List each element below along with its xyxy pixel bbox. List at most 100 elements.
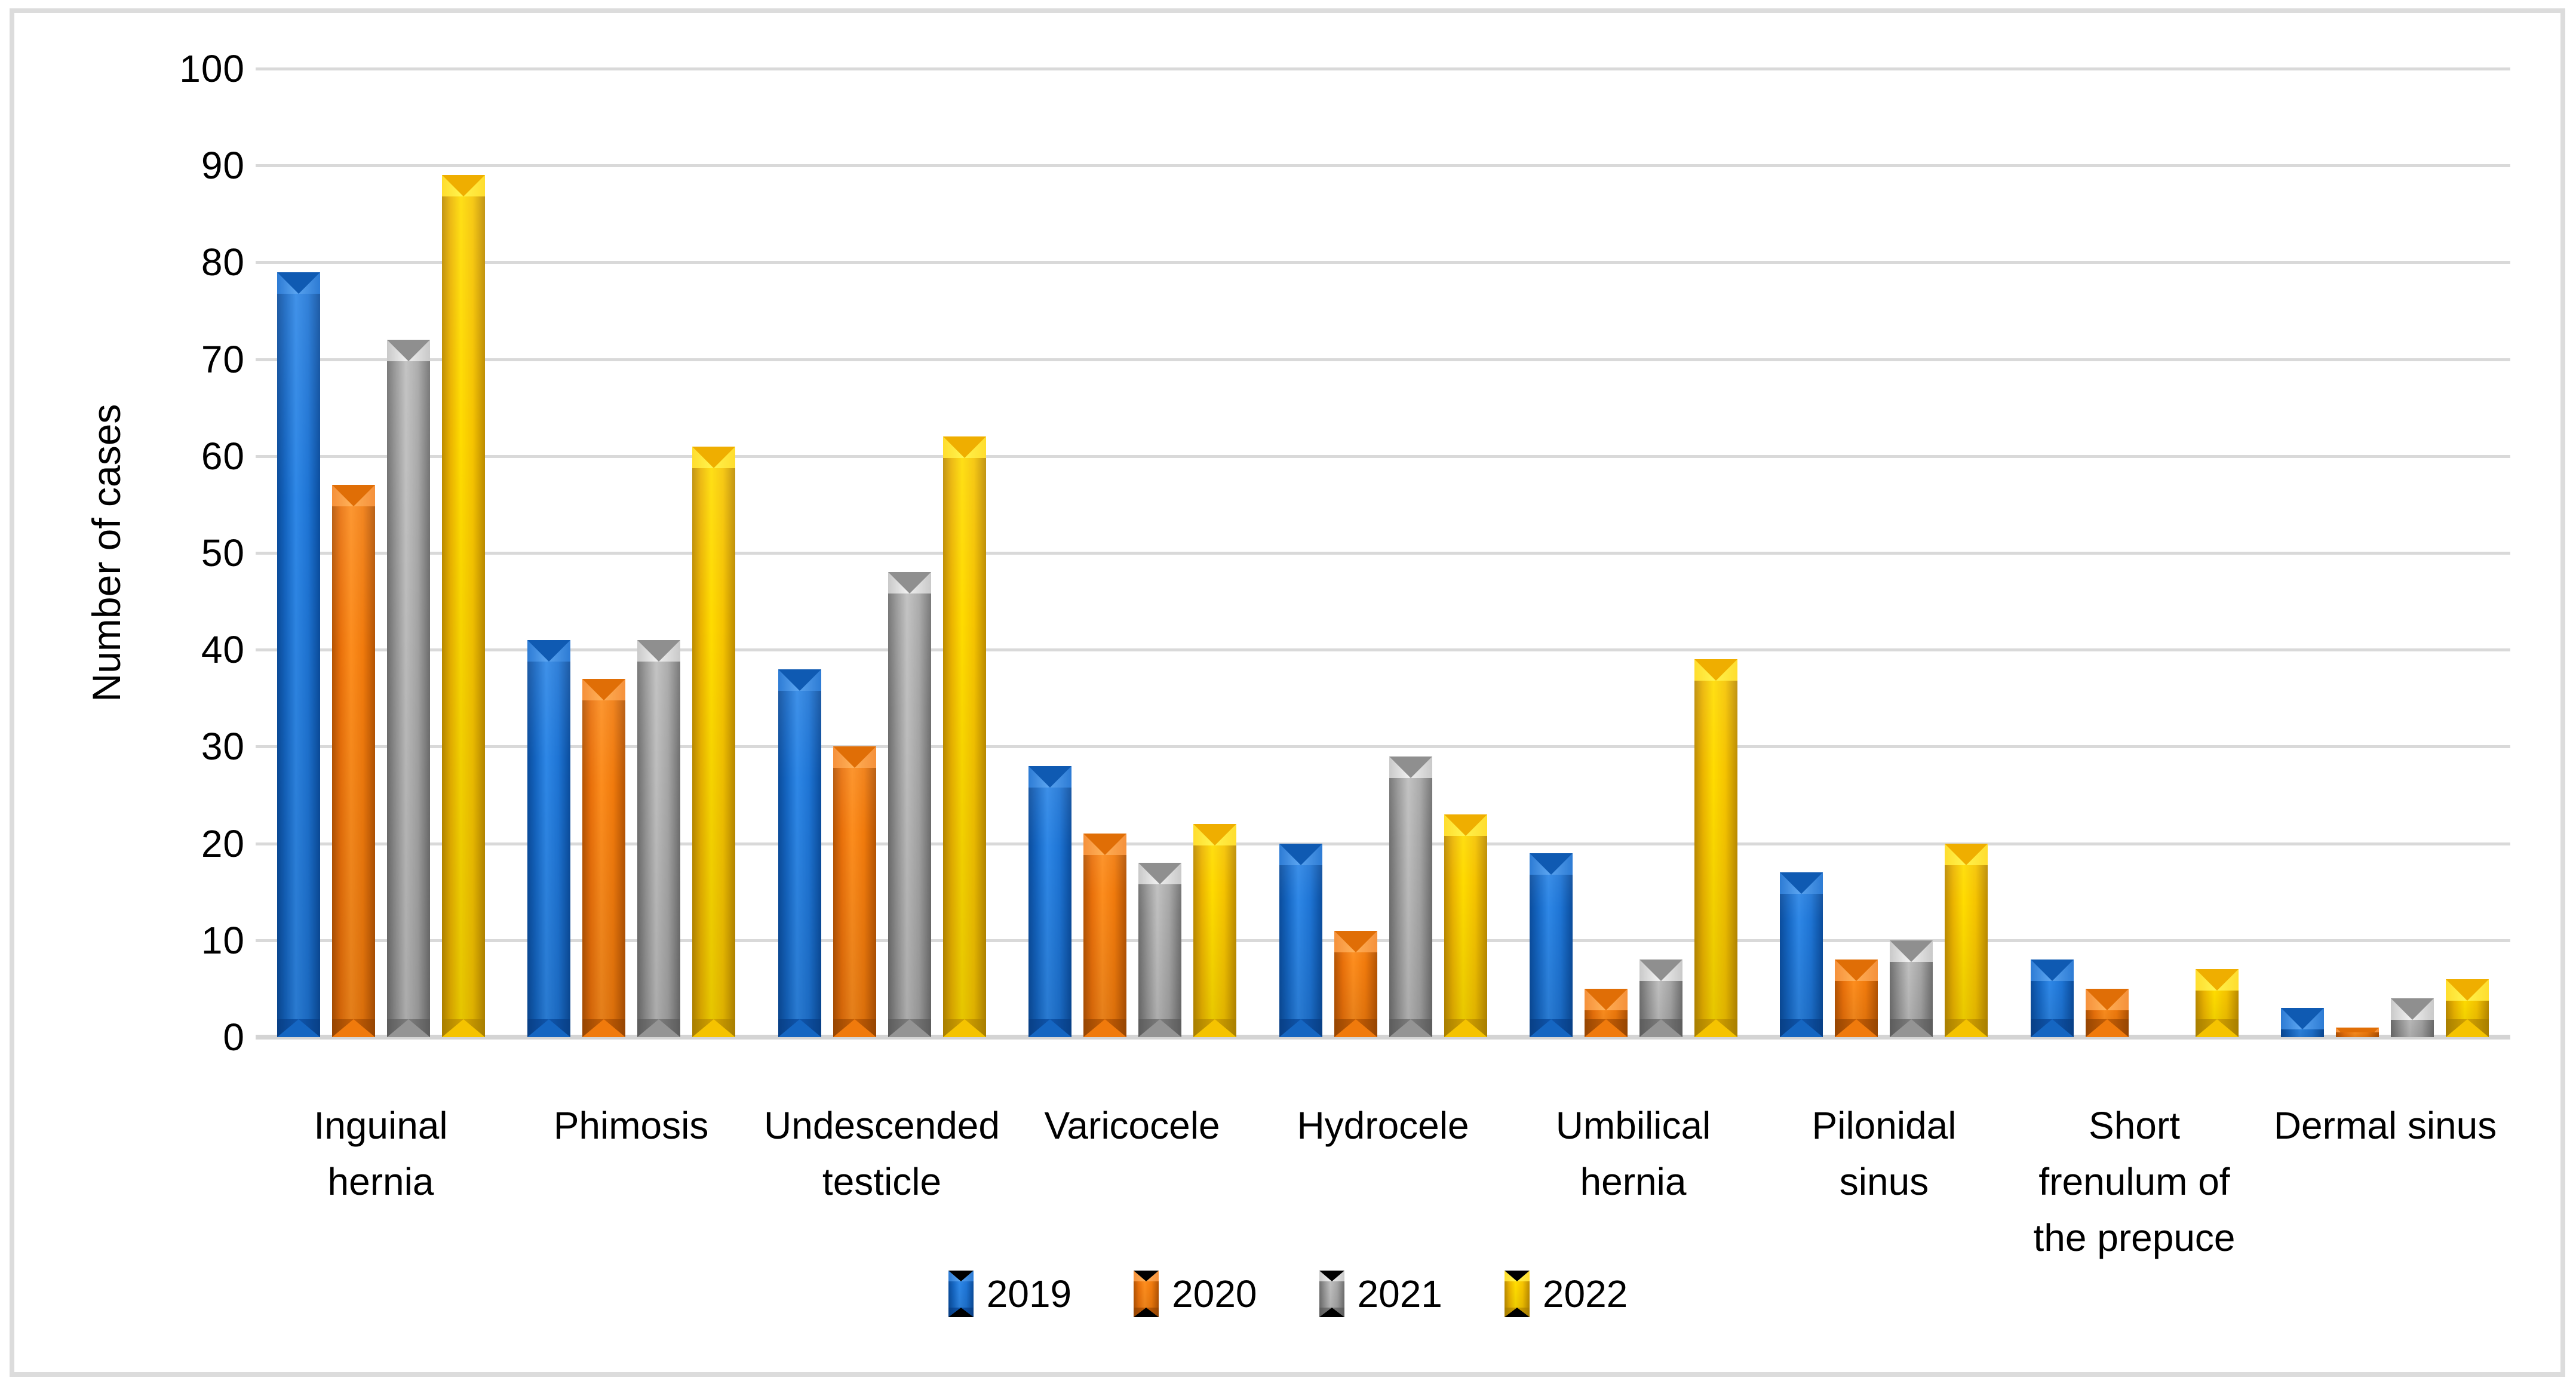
legend-marker-bottom-notch	[948, 1308, 974, 1317]
bar-bottom-bevel	[692, 1019, 735, 1037]
bar-bottom-bevel	[1835, 1019, 1878, 1037]
bar-bottom-bevel	[1694, 1019, 1737, 1037]
bar-top-notch	[2281, 1008, 2324, 1029]
bar-top-notch	[2031, 960, 2074, 981]
bar-2020-dermal-sinus	[2336, 1028, 2379, 1037]
bar-top-bevel	[637, 640, 680, 662]
bar-2022-dermal-sinus	[2446, 979, 2489, 1037]
bar-bottom-bevel	[1945, 1019, 1988, 1037]
bar-top-bevel	[2336, 1028, 2379, 1032]
bar-bottom-notch	[527, 1019, 570, 1037]
bar-2019-umbilical-hernia	[1530, 853, 1573, 1037]
bar-2020-hydrocele	[1334, 931, 1377, 1037]
bar-top-notch	[2446, 979, 2489, 1001]
bar-shading	[1028, 766, 1071, 1037]
bar-top-bevel	[1694, 659, 1737, 681]
bar-top-notch	[1083, 834, 1126, 855]
legend-label: 2021	[1357, 1272, 1442, 1315]
bar-top-notch	[527, 640, 570, 662]
bar-bottom-notch	[1279, 1019, 1322, 1037]
bar-bottom-notch	[1890, 1019, 1933, 1037]
bar-bottom-notch	[1945, 1019, 1988, 1037]
bar-top-bevel	[1945, 844, 1988, 865]
bar-bottom-notch	[833, 1019, 876, 1037]
x-axis-line	[256, 1035, 2510, 1040]
bar-top-notch	[582, 679, 625, 700]
bar-shading	[1193, 824, 1236, 1037]
bar-bottom-notch	[1530, 1019, 1573, 1037]
y-tick-label: 100	[179, 47, 245, 90]
bar-shading	[1694, 659, 1737, 1037]
legend-marker-bottom-bevel	[1319, 1308, 1344, 1317]
bar-bottom-bevel	[1083, 1019, 1126, 1037]
bar-bottom-notch	[1639, 1019, 1682, 1037]
bar-2022-inguinal-hernia	[442, 175, 485, 1037]
bar-top-notch	[1138, 863, 1181, 884]
x-category-label-pilonidal-sinus: Pilonidal sinus	[1812, 1104, 1957, 1203]
gridline	[256, 648, 2510, 652]
legend-marker-top-notch	[948, 1271, 974, 1281]
bar-top-notch	[1945, 844, 1988, 865]
bar-top-bevel	[2391, 998, 2434, 1020]
y-tick-label: 10	[201, 918, 245, 962]
legend-label: 2019	[986, 1272, 1072, 1315]
legend-marker-top-notch	[1134, 1271, 1159, 1281]
bar-top-bevel	[1083, 834, 1126, 855]
bar-bottom-bevel	[1530, 1019, 1573, 1037]
legend-marker-top-notch	[1319, 1271, 1344, 1281]
bar-bottom-notch	[1193, 1019, 1236, 1037]
y-tick-label: 0	[223, 1016, 245, 1059]
legend-marker-bottom-notch	[1134, 1308, 1159, 1317]
legend-marker-top-bevel	[1134, 1271, 1159, 1281]
bar-top-notch	[692, 447, 735, 468]
bar-bottom-notch	[442, 1019, 485, 1037]
bar-top-notch	[332, 485, 375, 506]
y-tick-label: 70	[201, 337, 245, 381]
bar-bottom-notch	[692, 1019, 735, 1037]
bar-bottom-bevel	[1444, 1019, 1487, 1037]
bar-bottom-bevel	[527, 1019, 570, 1037]
bar-top-notch	[2336, 1028, 2379, 1032]
x-category-label-undescended-testicle: Undescended testicle	[764, 1104, 1000, 1203]
legend-marker-2020	[1134, 1271, 1159, 1317]
legend-marker-bottom-notch	[1319, 1308, 1344, 1317]
bar-2022-short-frenulum-of-the-prepuce	[2196, 969, 2239, 1037]
bar-top-bevel	[833, 746, 876, 768]
bar-2020-pilonidal-sinus	[1835, 960, 1878, 1037]
bar-shading	[1780, 872, 1823, 1037]
x-category-label-short-frenulum-of-the-prepuce: Short frenulum of the prepuce	[2033, 1104, 2236, 1259]
bar-top-notch	[1890, 940, 1933, 962]
bar-top-bevel	[1138, 863, 1181, 884]
bar-top-bevel	[943, 436, 986, 458]
bar-2019-inguinal-hernia	[277, 272, 320, 1037]
bar-bottom-bevel	[277, 1019, 320, 1037]
bar-bottom-notch	[1444, 1019, 1487, 1037]
bar-shading	[332, 485, 375, 1037]
bar-bottom-bevel	[332, 1019, 375, 1037]
bar-top-notch	[277, 272, 320, 294]
bar-top-bevel	[442, 175, 485, 196]
bar-top-notch	[833, 746, 876, 768]
bar-top-bevel	[277, 272, 320, 294]
legend-marker-top-bevel	[1319, 1271, 1344, 1281]
bar-top-bevel	[1835, 960, 1878, 981]
bar-top-notch	[1639, 960, 1682, 981]
bar-top-bevel	[1444, 814, 1487, 836]
legend-marker-top-notch	[1504, 1271, 1530, 1281]
bar-2020-inguinal-hernia	[332, 485, 375, 1037]
bar-top-bevel	[1279, 844, 1322, 865]
x-category-label-phimosis: Phimosis	[553, 1104, 709, 1147]
bar-bottom-bevel	[2031, 1019, 2074, 1037]
bar-top-bevel	[1389, 756, 1432, 778]
legend-item-2021: 2021	[1319, 1271, 1442, 1317]
bar-bottom-notch	[277, 1019, 320, 1037]
legend-marker-bottom-bevel	[1504, 1308, 1530, 1317]
bar-top-notch	[387, 340, 430, 361]
bar-bottom-bevel	[888, 1019, 931, 1037]
bar-shading	[442, 175, 485, 1037]
bar-2021-pilonidal-sinus	[1890, 940, 1933, 1037]
bar-top-notch	[778, 669, 821, 691]
bar-shading	[277, 272, 320, 1037]
y-tick-label: 50	[201, 531, 245, 574]
